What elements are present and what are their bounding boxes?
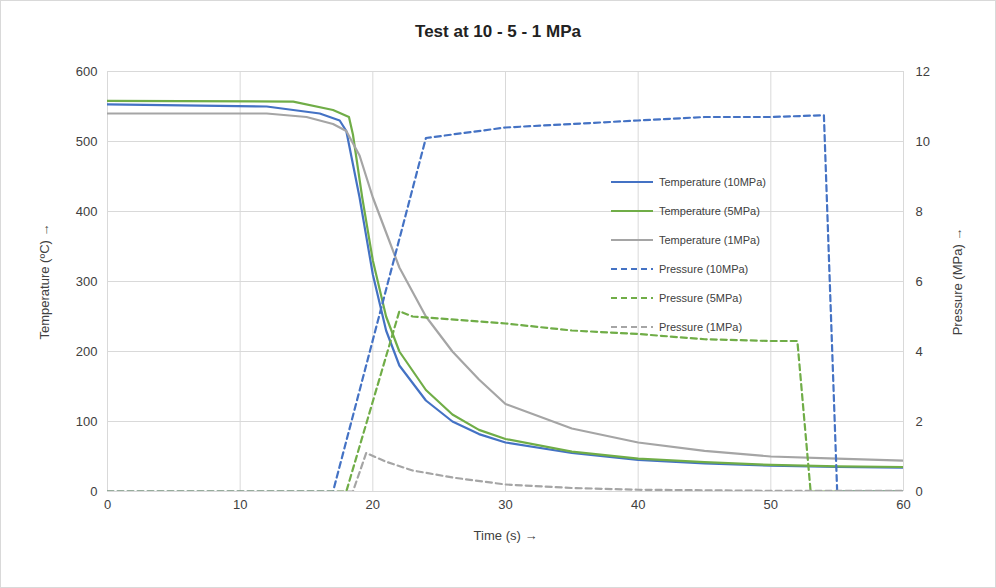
svg-text:20: 20 [366, 497, 380, 512]
svg-text:8: 8 [916, 204, 923, 219]
svg-text:2: 2 [916, 414, 923, 429]
svg-text:50: 50 [764, 497, 778, 512]
html-text:Temperature (10MPa): Temperature (10MPa) [659, 175, 766, 188]
svg-text:30: 30 [498, 497, 512, 512]
html-text:Temperature (5MPa): Temperature (5MPa) [659, 204, 760, 217]
svg-text:200: 200 [76, 344, 98, 359]
svg-text:4: 4 [916, 344, 923, 359]
svg-text:0: 0 [90, 484, 97, 499]
html-text:Pressure (1MPa): Pressure (1MPa) [659, 320, 743, 333]
svg-text:6: 6 [916, 274, 923, 289]
svg-text:300: 300 [76, 274, 98, 289]
svg-text:Time (s) →: Time (s) → [474, 528, 538, 543]
svg-text:600: 600 [76, 64, 98, 79]
html-text:Pressure (5MPa): Pressure (5MPa) [659, 291, 743, 304]
svg-text:500: 500 [76, 134, 98, 149]
svg-text:0: 0 [104, 497, 111, 512]
svg-text:10: 10 [916, 134, 930, 149]
svg-text:400: 400 [76, 204, 98, 219]
svg-text:100: 100 [76, 414, 98, 429]
svg-text:40: 40 [631, 497, 645, 512]
svg-text:60: 60 [896, 497, 910, 512]
html-text:Pressure (10MPa): Pressure (10MPa) [659, 262, 749, 275]
svg-text:0: 0 [916, 484, 923, 499]
svg-text:10: 10 [233, 497, 247, 512]
html-text:Temperature (1MPa): Temperature (1MPa) [659, 233, 760, 246]
svg-text:Pressure (MPa) →: Pressure (MPa) → [950, 228, 965, 336]
html-text:Test at 10 - 5 - 1 MPa: Test at 10 - 5 - 1 MPa [415, 22, 581, 41]
svg-text:12: 12 [916, 64, 930, 79]
svg-text:Temperature (ºC) →: Temperature (ºC) → [37, 224, 52, 340]
